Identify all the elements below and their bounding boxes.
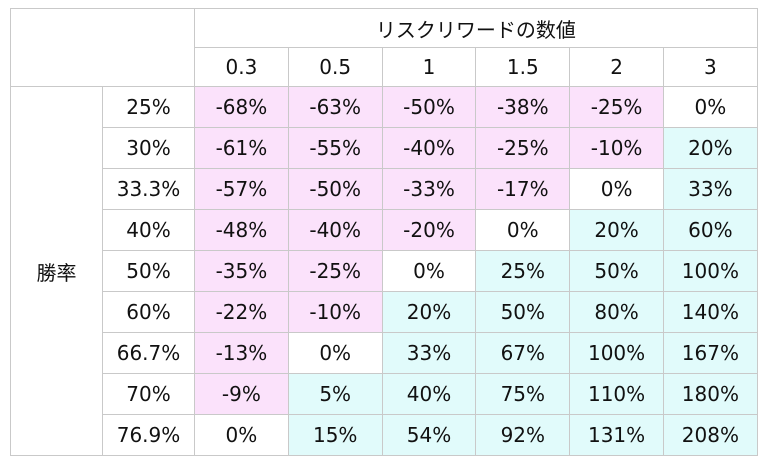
- table-row: 66.7% -13% 0% 33% 67% 100% 167%: [11, 332, 758, 374]
- table-cell: 180%: [662, 373, 758, 415]
- table-cell: -10%: [287, 291, 383, 333]
- column-header: 0.3: [194, 47, 289, 87]
- table-cell: 167%: [662, 332, 758, 374]
- table-cell: 131%: [569, 414, 664, 456]
- row-header: 70%: [102, 373, 195, 415]
- table-cell: 92%: [475, 414, 571, 456]
- table-cell: 80%: [569, 291, 664, 333]
- row-header: 40%: [102, 209, 195, 251]
- table-cell: 50%: [475, 291, 571, 333]
- table-cell: -48%: [194, 209, 289, 251]
- row-header: 66.7%: [102, 332, 195, 374]
- column-header-row: 0.3 0.5 1 1.5 2 3: [11, 47, 758, 87]
- table-cell: 54%: [381, 414, 477, 456]
- table-cell: -33%: [381, 168, 477, 210]
- table-cell: -61%: [194, 127, 289, 169]
- column-header: 1.5: [475, 47, 571, 87]
- table-cell: 100%: [569, 332, 664, 374]
- table-cell: -50%: [381, 86, 477, 128]
- table-cell: 60%: [662, 209, 758, 251]
- corner-cell: [10, 8, 195, 87]
- table-cell: -25%: [287, 250, 383, 292]
- table-cell: -57%: [194, 168, 289, 210]
- table-cell: 0%: [475, 209, 571, 251]
- table-cell: -55%: [287, 127, 383, 169]
- table-row: 60% -22% -10% 20% 50% 80% 140%: [11, 291, 758, 333]
- table-cell: 140%: [662, 291, 758, 333]
- table-row: 70% -9% 5% 40% 75% 110% 180%: [11, 373, 758, 415]
- table-cell: 5%: [287, 373, 383, 415]
- table-cell: -9%: [194, 373, 289, 415]
- table-cell: -50%: [287, 168, 383, 210]
- table-cell: 33%: [381, 332, 477, 374]
- table-cell: -25%: [569, 86, 664, 128]
- table-cell: 15%: [287, 414, 383, 456]
- table-cell: 67%: [475, 332, 571, 374]
- table-cell: 33%: [662, 168, 758, 210]
- table-cell: 40%: [381, 373, 477, 415]
- table-cell: 0%: [569, 168, 664, 210]
- table-cell: -35%: [194, 250, 289, 292]
- table-cell: -22%: [194, 291, 289, 333]
- table-row: 50% -35% -25% 0% 25% 50% 100%: [11, 250, 758, 292]
- table-cell: -13%: [194, 332, 289, 374]
- table-cell: 0%: [287, 332, 383, 374]
- winrate-riskreward-table: リスクリワードの数値 0.3 0.5 1 1.5 2 3 勝率 25% -68% -6…: [10, 8, 758, 456]
- table-cell: -25%: [475, 127, 571, 169]
- table-cell: -40%: [381, 127, 477, 169]
- column-group-title: リスクリワードの数値: [194, 8, 758, 48]
- table-cell: 75%: [475, 373, 571, 415]
- table-row: 76.9% 0% 15% 54% 92% 131% 208%: [11, 414, 758, 456]
- table-cell: 20%: [662, 127, 758, 169]
- table-cell: -68%: [194, 86, 289, 128]
- row-header: 50%: [102, 250, 195, 292]
- table-cell: 100%: [662, 250, 758, 292]
- row-group-label: 勝率: [10, 86, 103, 456]
- row-header: 33.3%: [102, 168, 195, 210]
- table-cell: -17%: [475, 168, 571, 210]
- table-cell: 25%: [475, 250, 571, 292]
- row-header: 76.9%: [102, 414, 195, 456]
- table-cell: -10%: [569, 127, 664, 169]
- table-row: 40% -48% -40% -20% 0% 20% 60%: [11, 209, 758, 251]
- column-header: 3: [662, 47, 758, 87]
- table-cell: 20%: [569, 209, 664, 251]
- table-cell: 50%: [569, 250, 664, 292]
- column-header: 2: [569, 47, 664, 87]
- table-cell: 20%: [381, 291, 477, 333]
- column-header: 0.5: [287, 47, 383, 87]
- column-header: 1: [381, 47, 477, 87]
- table-cell: 0%: [194, 414, 289, 456]
- table-cell: -38%: [475, 86, 571, 128]
- table-cell: -20%: [381, 209, 477, 251]
- table-cell: -63%: [287, 86, 383, 128]
- table-cell: 0%: [381, 250, 477, 292]
- table-cell: 208%: [662, 414, 758, 456]
- table-cell: 110%: [569, 373, 664, 415]
- table-row: 33.3% -57% -50% -33% -17% 0% 33%: [11, 168, 758, 210]
- table-cell: 0%: [662, 86, 758, 128]
- table-row: 30% -61% -55% -40% -25% -10% 20%: [11, 127, 758, 169]
- row-header: 25%: [102, 86, 195, 128]
- row-header: 60%: [102, 291, 195, 333]
- table-row: 勝率 25% -68% -63% -50% -38% -25% 0%: [10, 86, 758, 456]
- row-header: 30%: [102, 127, 195, 169]
- table-cell: -40%: [287, 209, 383, 251]
